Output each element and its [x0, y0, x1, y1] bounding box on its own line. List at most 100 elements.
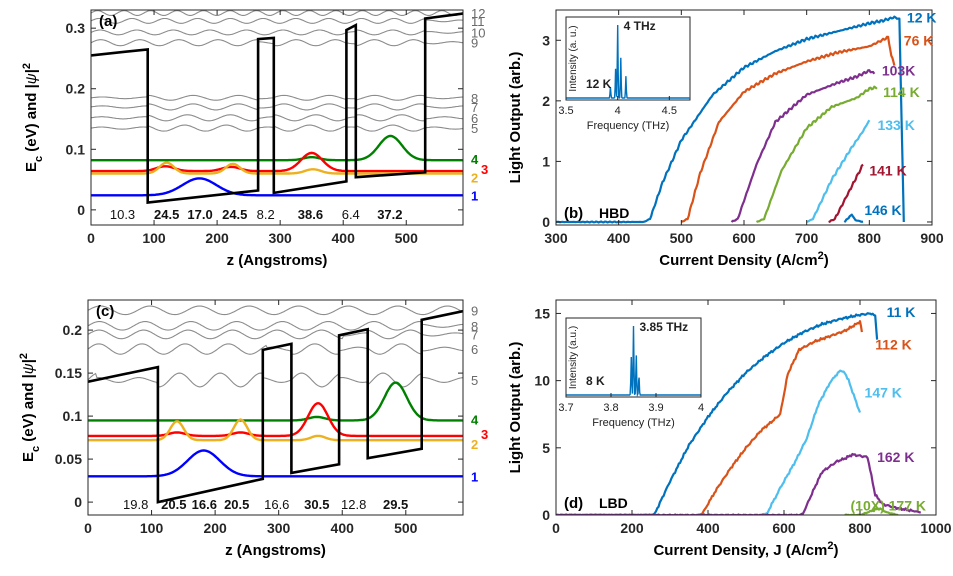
- x-tick-label: 400: [332, 230, 356, 246]
- y-axis-label: Light Output (arb.): [507, 342, 524, 474]
- excited-level-8: [91, 94, 463, 101]
- layer-thickness-label: 17.0: [187, 207, 212, 222]
- x-axis-label: z (Angstroms): [225, 542, 326, 559]
- inset-spectrum: 3.5 4 4.5 Frequency (THz) Intensity (a. u.) 4…: [558, 16, 691, 132]
- y-tick-label: 0.3: [66, 20, 86, 36]
- x-tick-label: 700: [795, 230, 819, 246]
- inset-y-axis-label: Intensity (a. u.): [568, 25, 579, 91]
- y-tick-label: 0: [542, 507, 550, 523]
- x-tick-label: 200: [205, 230, 229, 246]
- panel-sublabel: HBD: [599, 205, 629, 221]
- inset-peak-label: 4 THz: [624, 19, 656, 33]
- level-number-1: 1: [471, 188, 478, 203]
- plot-frame: [90, 9, 464, 226]
- layer-thickness-label: 8.2: [257, 207, 275, 222]
- level-number-3: 3: [481, 427, 488, 442]
- level-number-9: 9: [471, 36, 478, 51]
- layer-thickness-label: 12.8: [341, 497, 366, 512]
- plot-frame: [555, 299, 937, 516]
- inset-spectrum: 3.7 3.8 3.9 4 Frequency (THz) Intensity (a.u.…: [558, 317, 704, 429]
- x-tick-label: 800: [848, 520, 872, 536]
- x-tick-label: 600: [732, 230, 756, 246]
- x-tick-label: 600: [772, 520, 796, 536]
- temperature-label: 162 K: [877, 449, 914, 465]
- inset-x-axis-label: Frequency (THz): [592, 417, 675, 429]
- excited-level-5: [91, 124, 463, 132]
- layer-thickness-label: 19.8: [123, 497, 148, 512]
- layer-thickness-label: 29.5: [383, 497, 408, 512]
- x-tick-label: 0: [552, 520, 560, 536]
- inset-x-tick-label: 4.5: [662, 105, 677, 117]
- series-133-K: [806, 119, 871, 224]
- series-12-K: [556, 15, 905, 224]
- inset-x-axis-label: Frequency (THz): [587, 120, 670, 132]
- wavefunction-level-3: [88, 401, 463, 438]
- level-number-5: 5: [471, 373, 478, 388]
- temperature-label: 76 K: [904, 32, 934, 48]
- temperature-label: 112 K: [875, 336, 912, 352]
- temperature-label: 12 K: [907, 9, 937, 25]
- layer-thickness-label: 24.5: [222, 207, 247, 222]
- excited-level-7: [88, 329, 463, 340]
- temperature-label: 103K: [882, 63, 915, 79]
- y-tick-label: 0.1: [63, 408, 83, 424]
- layer-thickness-label: 24.5: [154, 207, 179, 222]
- x-tick-label: 0: [87, 230, 95, 246]
- level-number-4: 4: [471, 152, 479, 167]
- series-114-K: [755, 85, 878, 223]
- series-147-K: [761, 369, 862, 515]
- level-number-6: 6: [471, 111, 478, 126]
- x-axis-label-part: 2: [827, 540, 833, 552]
- temperature-label: (10X) 177 K: [851, 498, 926, 514]
- level-number-7: 7: [471, 100, 478, 115]
- y-axis-label-part: |: [23, 69, 40, 73]
- x-axis-label-part: ): [824, 252, 829, 269]
- level-number-2: 2: [471, 171, 478, 186]
- y-tick-label: 0.15: [55, 365, 82, 381]
- panel-label: (d): [564, 495, 583, 512]
- panel-b-light-output-plot: 300 400 500 600 700 800 900 0 1 2 3 12 K 76 K 103K 114…: [507, 9, 944, 269]
- y-axis-label-part: E: [23, 162, 40, 172]
- inset-temperature-label: 8 K: [586, 374, 605, 388]
- wavefunction-level-2: [88, 418, 463, 442]
- layer-thickness-label: 16.6: [192, 497, 217, 512]
- y-tick-label: 2: [542, 93, 550, 109]
- y-tick-label: 0.1: [66, 141, 86, 157]
- series-141-K: [828, 163, 864, 224]
- excited-level-10: [91, 29, 463, 36]
- panel-label: (b): [564, 205, 583, 222]
- conduction-band-edge: [91, 12, 463, 205]
- level-number-5: 5: [471, 121, 478, 136]
- temperature-label: 11 K: [887, 304, 916, 320]
- excited-level-8: [88, 320, 463, 331]
- y-axis-label-part: c: [30, 446, 42, 452]
- y-tick-label: 0.05: [55, 451, 82, 467]
- panel-c-wavefunction-plot: 0 100 200 300 400 500 0 0.05 0.1 0.15 0.2 19.8 20.5 1…: [18, 299, 488, 559]
- layer-thickness-label: 38.6: [298, 207, 323, 222]
- y-tick-label: 0.2: [63, 322, 83, 338]
- series-146-K: [843, 213, 864, 223]
- plot-area: [88, 305, 463, 504]
- y-axis-label-part: 2: [18, 353, 30, 359]
- y-axis-label-part: ψ: [23, 73, 40, 84]
- x-tick-label: 800: [858, 230, 882, 246]
- excited-level-5: [88, 372, 463, 388]
- plot-area: [556, 15, 905, 224]
- x-tick-label: 400: [331, 520, 355, 536]
- x-tick-label: 100: [142, 230, 166, 246]
- y-tick-label: 10: [534, 373, 550, 389]
- excited-level-6: [88, 343, 463, 355]
- x-axis-label-part: ): [834, 542, 839, 559]
- series-112-K: [698, 320, 863, 515]
- layer-thickness-label: 6.4: [342, 207, 360, 222]
- y-axis-label-part: |: [20, 359, 37, 363]
- x-tick-label: 300: [267, 520, 291, 536]
- y-axis-label-part: c: [33, 156, 45, 162]
- wavefunction-level-1: [91, 177, 463, 197]
- level-number-8: 8: [471, 319, 478, 334]
- x-axis-label: z (Angstroms): [227, 252, 328, 269]
- series-76-K: [680, 35, 896, 223]
- wavefunction-level-4: [88, 381, 463, 422]
